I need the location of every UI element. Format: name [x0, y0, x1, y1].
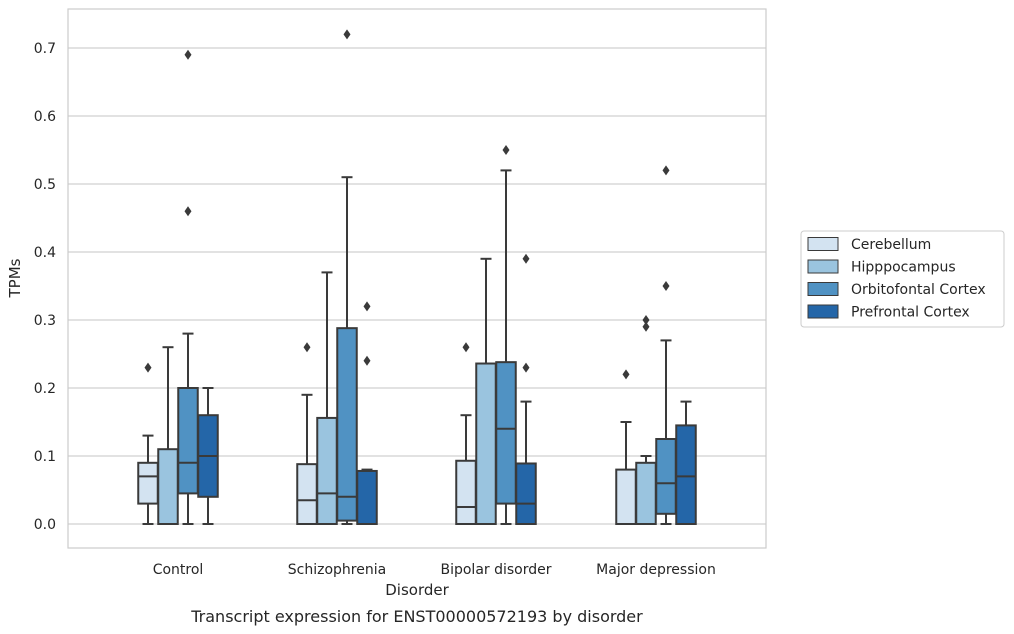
x-tick-label: Schizophrenia [288, 562, 386, 578]
legend-label: Prefrontal Cortex [851, 305, 970, 321]
box-orbitofontal-cortex-2 [495, 145, 517, 525]
outlier-point [303, 342, 311, 353]
outlier-point [343, 29, 351, 40]
outlier-point [144, 362, 152, 373]
outlier-point [522, 362, 530, 373]
outlier-point [184, 206, 192, 217]
legend-frame [800, 230, 1005, 328]
x-axis-title: Disorder [385, 581, 449, 599]
box-cerebellum-1 [296, 342, 318, 526]
legend-swatch [807, 237, 839, 251]
outlier-point [184, 49, 192, 60]
box-prefrontal-cortex-0 [197, 387, 219, 525]
y-tick-label: 0.3 [34, 313, 56, 329]
legend-swatch [807, 304, 839, 319]
box-iqr [137, 461, 159, 505]
box-iqr [177, 387, 199, 495]
box-hipppocampus-1 [316, 271, 338, 526]
box-prefrontal-cortex-3 [675, 400, 697, 525]
x-axis-ticks: Control Schizophrenia Bipolar disorder Majo… [153, 562, 716, 578]
outlier-point [462, 342, 470, 353]
box-iqr [515, 462, 537, 526]
outlier-point [662, 281, 670, 291]
outlier-point [522, 253, 530, 264]
y-tick-label: 0.1 [34, 449, 56, 465]
box-cerebellum-3 [615, 369, 637, 526]
y-tick-label: 0.7 [34, 41, 56, 57]
y-axis-title: TPMs [6, 258, 24, 298]
x-tick-label: Control [153, 562, 204, 578]
box-iqr [615, 468, 637, 526]
y-tick-label: 0.0 [34, 517, 56, 533]
legend-swatch [807, 259, 839, 274]
box-iqr [296, 463, 318, 526]
outlier-point [642, 321, 650, 332]
outlier-point [642, 315, 650, 325]
y-tick-label: 0.5 [34, 177, 56, 193]
y-tick-label: 0.6 [34, 109, 56, 125]
outlier-point [622, 369, 630, 380]
x-tick-label: Major depression [596, 562, 716, 578]
legend-label: Orbitofontal Cortex [851, 282, 986, 298]
outlier-point [363, 301, 371, 312]
box-prefrontal-cortex-2 [515, 253, 537, 526]
box-orbitofontal-cortex-3 [655, 165, 677, 525]
box-iqr [655, 438, 677, 515]
box-cerebellum-2 [455, 342, 477, 526]
y-tick-label: 0.2 [34, 381, 56, 397]
y-axis-ticks: 0.0 0.1 0.2 0.3 0.4 0.5 0.6 0.7 [34, 41, 56, 533]
legend-swatch [807, 282, 839, 296]
box-iqr [495, 361, 517, 505]
legend-label: Cerebellum [851, 237, 931, 253]
box-iqr [157, 448, 179, 526]
box-iqr [316, 416, 338, 526]
box-iqr [635, 461, 657, 525]
box-iqr [336, 327, 358, 522]
box-orbitofontal-cortex-1 [336, 29, 358, 525]
box-iqr [356, 469, 378, 525]
chart-caption: Transcript expression for ENST0000057219… [190, 607, 643, 626]
outlier-point [502, 145, 510, 155]
box-series [137, 29, 697, 526]
box-cerebellum-0 [137, 362, 159, 525]
box-iqr [675, 424, 697, 525]
plot-frame [67, 8, 767, 549]
box-iqr [455, 459, 477, 526]
outlier-point [662, 165, 670, 176]
outlier-point [363, 355, 371, 366]
box-hipppocampus-2 [475, 257, 497, 525]
legend: Cerebellum Hipppocampus Orbitofontal Corte… [800, 230, 1005, 328]
y-tick-label: 0.4 [34, 245, 56, 261]
box-iqr [475, 362, 497, 525]
box-prefrontal-cortex-1 [356, 301, 378, 525]
x-tick-label: Bipolar disorder [440, 562, 551, 578]
legend-label: Hipppocampus [851, 260, 956, 276]
box-hipppocampus-3 [635, 315, 657, 525]
